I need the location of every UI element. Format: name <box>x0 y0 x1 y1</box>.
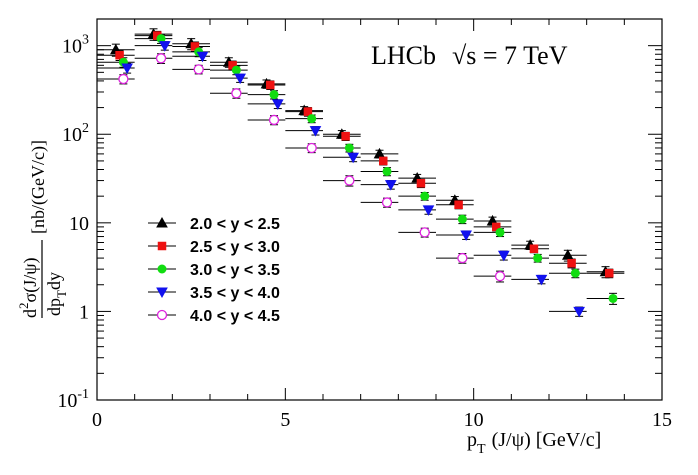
data-point <box>231 65 241 75</box>
data-point <box>307 114 317 124</box>
y-tick-label: 10 <box>69 213 89 235</box>
legend-label: 4.0 < y < 4.5 <box>190 308 280 325</box>
x-tick-label: 0 <box>92 409 102 431</box>
legend-marker <box>156 309 168 321</box>
data-point <box>416 178 426 188</box>
data-point <box>153 31 162 40</box>
data-point <box>115 50 124 60</box>
data-point <box>156 34 166 44</box>
x-axis-title: pT (J/ψ) [GeV/c] <box>467 429 601 457</box>
legend-marker <box>156 216 168 228</box>
data-point <box>193 64 204 75</box>
data-point <box>457 214 467 224</box>
y-title-numerator: d2σ(J/ψ) <box>16 258 41 318</box>
data-point <box>608 293 618 303</box>
data-point <box>158 41 171 52</box>
y-tick-label: 103 <box>62 33 89 58</box>
data-point <box>271 99 284 110</box>
data-point <box>419 227 430 238</box>
data-point <box>234 73 246 85</box>
data-point <box>573 306 585 318</box>
legend-label: 3.5 < y < 4.0 <box>190 285 280 302</box>
y-tick-label: 1 <box>79 301 89 323</box>
data-point <box>381 197 393 208</box>
data-point <box>420 191 430 201</box>
legend-label: 2.0 < y < 2.5 <box>190 216 280 233</box>
data-point <box>269 90 279 100</box>
data-point <box>492 222 501 232</box>
energy-label: √s = 7 TeV <box>452 41 568 70</box>
data-point <box>121 63 133 75</box>
data-point <box>309 126 322 137</box>
data-point <box>268 114 280 126</box>
plot-frame <box>96 18 663 401</box>
data-point <box>306 142 317 154</box>
y-title-units: [nb/(GeV/c)] <box>28 140 49 234</box>
error-bars <box>97 28 625 317</box>
legend-label: 3.0 < y < 3.5 <box>190 262 280 279</box>
y-title-denominator: dpTdy <box>44 272 69 316</box>
data-point <box>533 253 543 263</box>
legend-marker <box>157 264 167 274</box>
data-point <box>118 73 129 85</box>
legend-label: 2.5 < y < 3.0 <box>190 239 280 256</box>
data-point <box>341 131 350 141</box>
x-axis-title-p: p <box>467 429 477 451</box>
data-point <box>495 227 505 237</box>
data-point <box>155 53 167 64</box>
x-tick-labels: 0 5 10 15 <box>92 409 672 431</box>
x-tick-label: 5 <box>280 409 290 431</box>
y-tick-label: 10-1 <box>57 387 89 412</box>
data-point <box>347 152 359 164</box>
legend-marker <box>157 241 167 251</box>
data-point <box>344 143 354 153</box>
data-point <box>344 175 355 186</box>
data-point <box>497 250 510 262</box>
x-axis-title-sub: T <box>477 442 486 457</box>
y-tick-labels: 10-1 1 10 102 103 <box>57 33 89 412</box>
data-point <box>231 88 242 99</box>
data-point <box>384 180 397 191</box>
data-point <box>303 107 313 116</box>
data-point <box>422 205 435 216</box>
data-markers <box>109 28 618 318</box>
data-point <box>570 268 580 278</box>
legend-marker <box>156 287 168 299</box>
data-point <box>529 244 539 253</box>
data-point <box>454 200 463 210</box>
data-point <box>379 156 388 166</box>
data-point <box>266 80 275 90</box>
x-tick-label: 15 <box>652 409 672 431</box>
data-point <box>382 166 392 176</box>
data-point <box>190 42 200 51</box>
y-tick-label: 102 <box>62 121 89 146</box>
data-point <box>196 51 209 63</box>
data-point <box>567 258 576 268</box>
legend: 2.0 < y < 2.5 2.5 < y < 3.0 3.0 < y < 3.5 3… <box>148 216 280 325</box>
data-point <box>535 274 548 286</box>
data-point <box>457 252 468 264</box>
data-point <box>460 230 472 241</box>
axis-ticks <box>96 18 663 401</box>
x-tick-label: 10 <box>464 409 484 431</box>
x-axis-title-rest: (J/ψ) [GeV/c] <box>492 429 602 451</box>
experiment-label: LHCb <box>371 41 436 70</box>
data-point <box>228 61 237 70</box>
data-point <box>494 271 506 282</box>
y-axis-title: d2σ(J/ψ) dpTdy [nb/(GeV/c)] <box>16 140 69 318</box>
data-point <box>605 268 614 278</box>
